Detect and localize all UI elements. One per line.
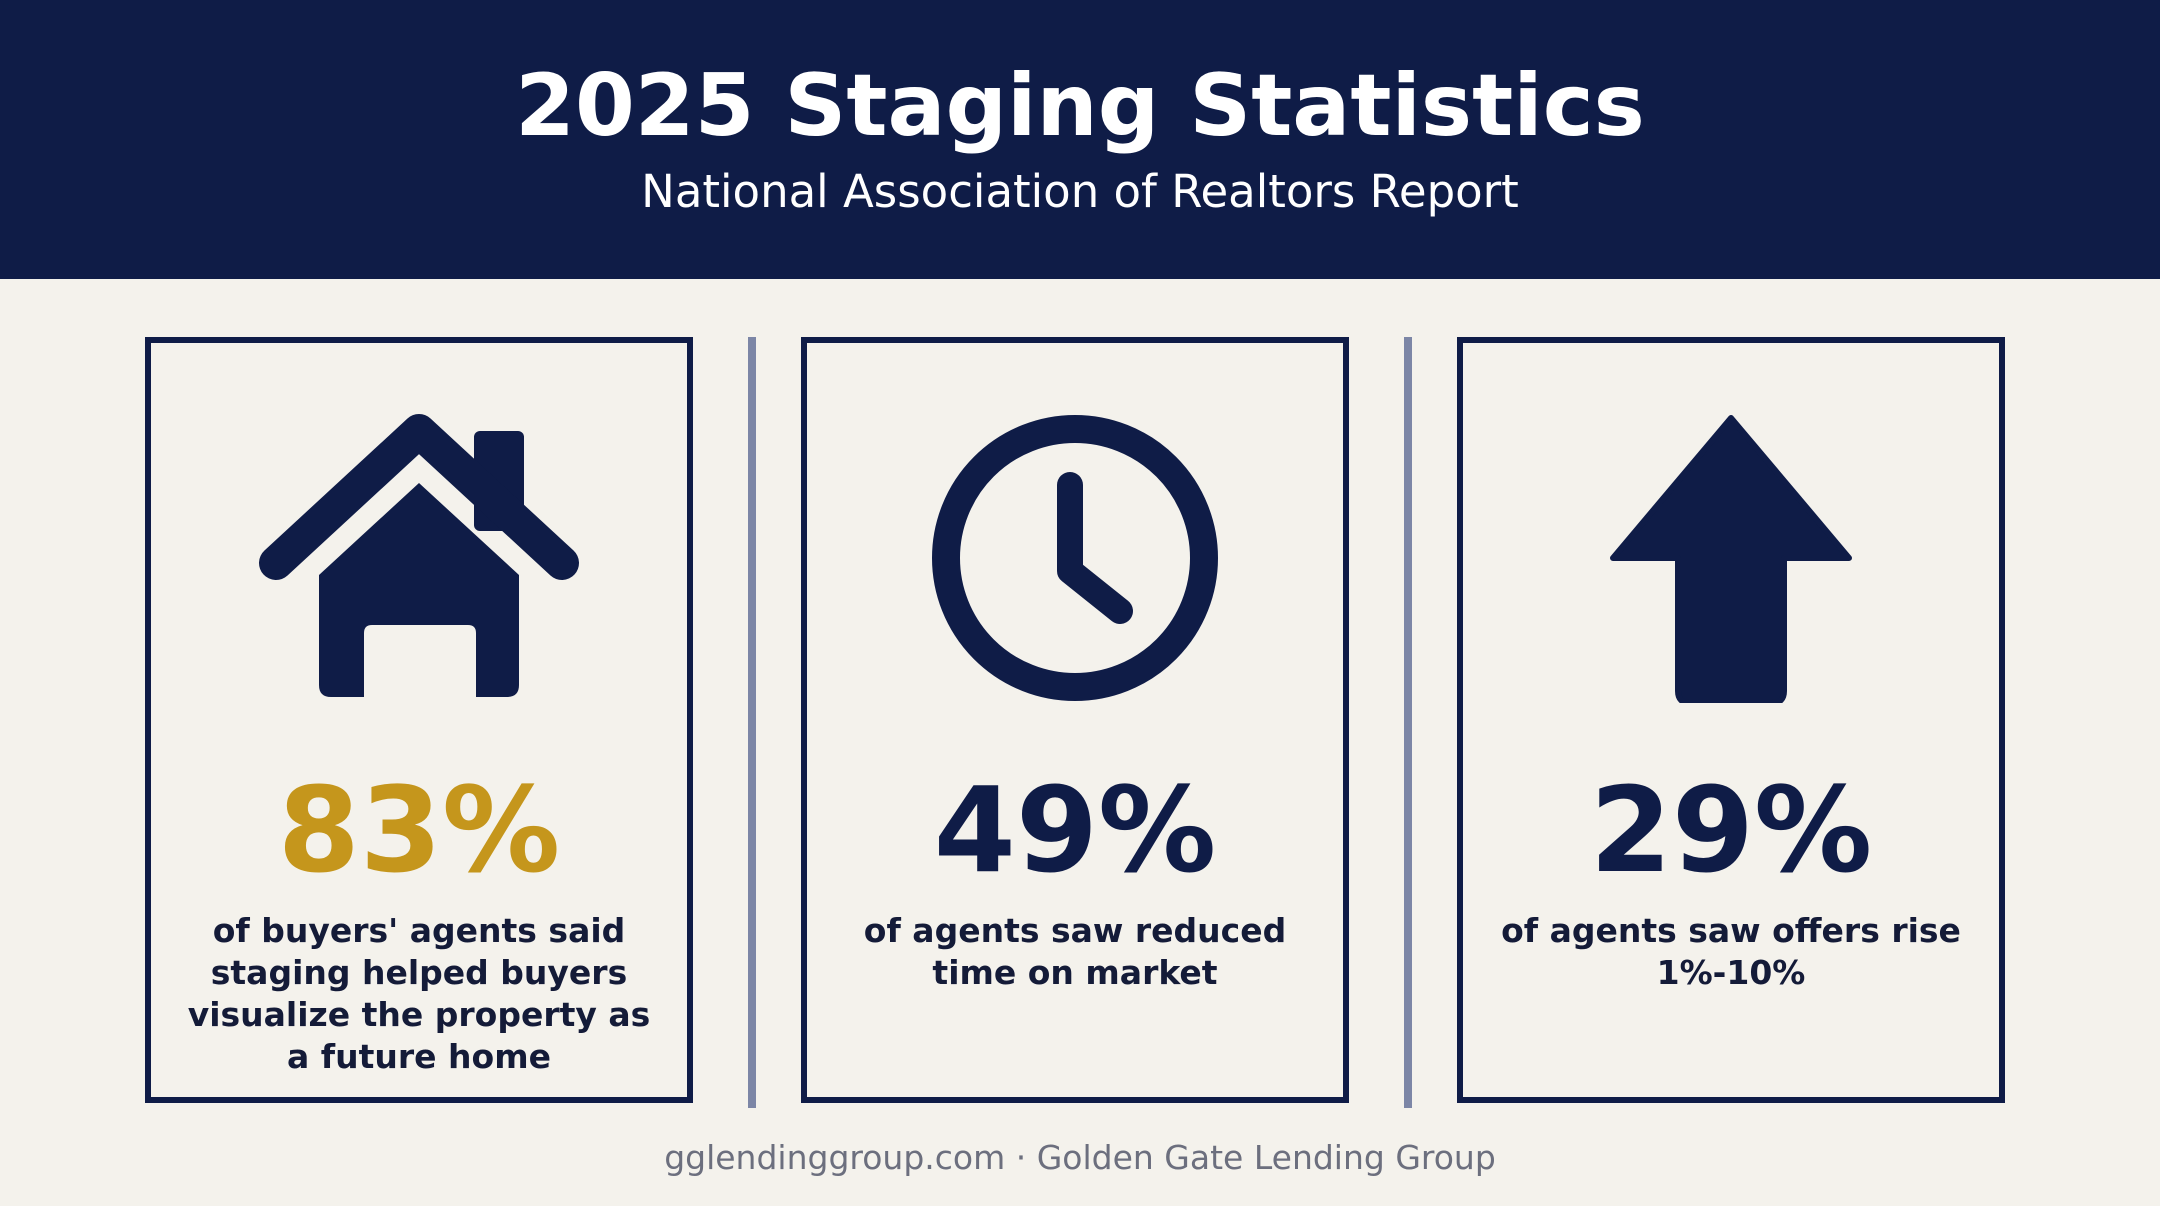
header-banner: 2025 Staging Statistics National Associa… [0,0,2160,279]
divider [1404,337,1412,1108]
clock-icon [807,413,1343,703]
stat-value: 83% [277,761,561,899]
stat-card-time-on-market: 49% of agents saw reduced time on market [801,337,1349,1103]
stat-card-offers-rise: 29% of agents saw offers rise 1%-10% [1457,337,2005,1103]
stat-description: of buyers' agents said staging helped bu… [187,911,651,1076]
house-icon [151,413,687,703]
footer-source: gglendinggroup.com · Golden Gate Lending… [664,1138,1496,1177]
divider [748,337,756,1108]
page-subtitle: National Association of Realtors Report [641,165,1519,218]
stat-card-staging-visualize: 83% of buyers' agents said staging helpe… [145,337,693,1103]
stat-value: 49% [933,761,1217,899]
stat-value: 29% [1589,761,1873,899]
page-title: 2025 Staging Statistics [515,56,1645,156]
stat-description: of agents saw reduced time on market [863,911,1287,992]
stat-description: of agents saw offers rise 1%-10% [1501,911,1961,992]
arrow-up-icon [1463,413,1999,703]
